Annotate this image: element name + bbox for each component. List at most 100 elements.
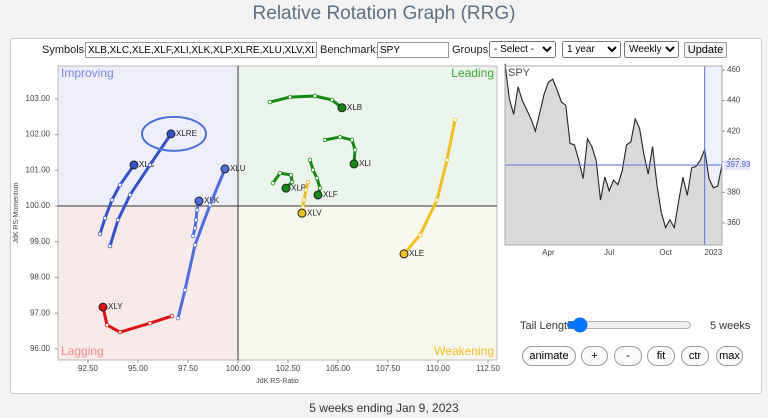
tail-point (303, 187, 309, 193)
period-select[interactable]: 1 year (562, 41, 621, 58)
y-tick-label: 420 (727, 126, 741, 135)
x-tick-label: 97.50 (178, 364, 199, 373)
x-axis-title: JdK RS-Ratio (256, 378, 299, 385)
x-tick-label: Oct (659, 248, 672, 257)
tail-head (281, 183, 291, 193)
price-area (505, 63, 722, 245)
x-tick-label: Apr (542, 248, 555, 257)
groups-label: Groups: (452, 44, 492, 56)
tail-point (314, 175, 320, 181)
tail-point (194, 207, 200, 213)
tail-point (193, 217, 199, 223)
tail-head (337, 103, 347, 113)
series-label: XLRE (176, 129, 197, 138)
y-tick-label: 440 (727, 96, 741, 105)
quadrant-label: Leading (451, 66, 494, 80)
tail-head (399, 249, 409, 259)
x-tick-label: 95.00 (128, 364, 149, 373)
chart-title: SPY (508, 67, 531, 79)
tail-point (337, 134, 343, 140)
control-button[interactable]: + (581, 346, 608, 366)
tail-point (190, 233, 196, 239)
tail-point (288, 172, 294, 178)
interval-select[interactable]: Weekly (624, 41, 679, 58)
tail-point (270, 180, 276, 186)
highlight (141, 115, 207, 152)
tail-point (115, 217, 121, 223)
y-tick-label: 380 (727, 187, 741, 196)
quadrant (238, 206, 497, 360)
tail-point (117, 182, 123, 188)
series-label: XLY (108, 302, 123, 311)
series-label: XLE (409, 249, 424, 258)
y-tick-label: 98.00 (30, 273, 51, 282)
control-button[interactable]: max (716, 346, 743, 366)
y-tick-label: 101.00 (26, 165, 51, 174)
series-label: XLC (139, 160, 155, 169)
quadrant-label: Weakening (434, 344, 494, 358)
tail-point (307, 157, 313, 163)
control-button[interactable]: fit (647, 346, 675, 366)
tail-point (322, 137, 328, 143)
tail-head (349, 159, 359, 169)
plot-border (504, 65, 723, 246)
tail-point (305, 179, 311, 185)
tail-head (129, 160, 139, 170)
symbols-input[interactable] (85, 42, 317, 58)
benchmark-input[interactable] (377, 42, 449, 58)
tail-head (313, 190, 323, 200)
x-tick-label: 107.50 (376, 364, 401, 373)
quadrant (58, 206, 238, 360)
tail-point (329, 97, 335, 103)
tail-slider[interactable] (566, 317, 692, 333)
tail-point (117, 329, 123, 335)
tail-point (289, 179, 295, 185)
tail-point (175, 316, 181, 321)
tail-point (301, 197, 307, 203)
y-tick-label: 100.00 (26, 201, 51, 210)
quadrant-label: Lagging (61, 344, 104, 358)
tail-point (102, 215, 108, 221)
y-tick-label: 103.00 (26, 94, 51, 103)
y-tick-label: 97.00 (30, 308, 51, 317)
y-tick-label: 96.00 (30, 344, 51, 353)
tail-point (300, 204, 306, 210)
tail-point (147, 321, 153, 326)
page-title: Relative Rotation Graph (RRG) (252, 3, 516, 24)
y-tick-label: 99.00 (30, 237, 51, 246)
tail-point (277, 170, 283, 176)
series-label: XLF (323, 190, 338, 199)
tail-point (147, 162, 153, 168)
control-button[interactable]: - (614, 346, 642, 366)
y-tick-label: 460 (727, 65, 741, 74)
x-tick-label: 92.50 (78, 364, 99, 373)
tail-point (310, 167, 316, 173)
symbols-label: Symbols: (42, 44, 88, 56)
tail-head (166, 129, 176, 139)
y-axis-title: JdK RS-Momentum (13, 182, 20, 243)
tail-point (192, 242, 198, 248)
tail-point (434, 197, 440, 203)
current-label: 397.93 (726, 160, 751, 169)
groups-select[interactable]: - Select - (489, 41, 556, 58)
tail-head (194, 196, 204, 206)
control-button[interactable]: animate (522, 346, 576, 366)
tail-point (169, 313, 175, 319)
quadrant (58, 66, 238, 207)
series-label: XLI (359, 159, 371, 168)
control-button[interactable]: ctr (681, 346, 709, 366)
tail-point (192, 225, 198, 231)
update-button[interactable]: Update (684, 42, 727, 58)
y-tick-label: 360 (727, 218, 741, 227)
tail-label: Tail Length: (520, 320, 577, 332)
x-tick-label: 112.50 (476, 364, 500, 373)
current-box (724, 159, 750, 170)
tail-point (417, 232, 423, 238)
tail-head (98, 302, 108, 312)
plot-border (57, 65, 498, 361)
tail-point (312, 93, 318, 99)
x-tick-label: 100.00 (226, 364, 251, 373)
series-label: XLP (291, 183, 306, 192)
